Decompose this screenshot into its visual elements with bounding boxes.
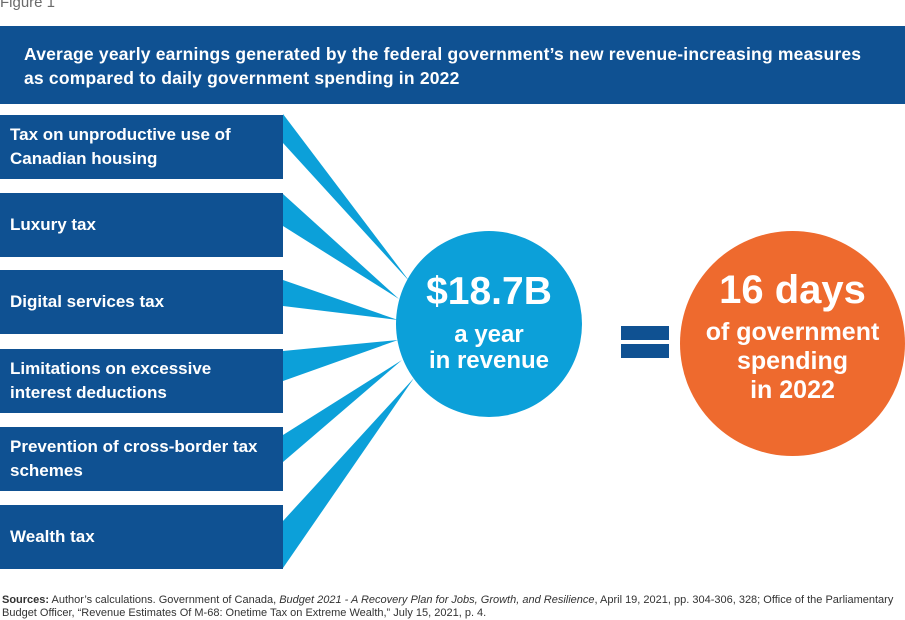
connector-ray-2 (283, 194, 399, 299)
measure-label: Prevention of cross-border tax schemes (10, 437, 258, 480)
revenue-line-2: in revenue (428, 347, 550, 374)
connector-ray-3 (283, 280, 398, 320)
sources-label: Sources: (2, 594, 50, 606)
measure-box: Digital services tax (0, 270, 283, 334)
spending-amount: 16 days (719, 268, 866, 312)
sources-text-1: Author’s calculations. Government of Can… (49, 594, 280, 606)
connector-ray-6 (283, 378, 414, 568)
revenue-amount: $18.7B (426, 270, 552, 313)
measure-label: Luxury tax (10, 215, 96, 234)
measure-box: Prevention of cross-border tax schemes (0, 427, 283, 491)
measure-label: Limitations on excessive interest deduct… (10, 359, 212, 402)
title-banner: Average yearly earnings generated by the… (0, 26, 905, 104)
spending-line-3: in 2022 (750, 376, 835, 404)
measure-box: Wealth tax (0, 505, 283, 569)
sources-note: Sources: Author’s calculations. Governme… (2, 594, 902, 620)
figure-label: Figure 1 (0, 0, 56, 11)
figure-title: Average yearly earnings generated by the… (24, 44, 862, 88)
equals-sign-top-bar (621, 326, 669, 340)
measure-label: Wealth tax (10, 527, 95, 546)
revenue-circle: $18.7B a year in revenue (396, 231, 582, 417)
spending-line-2: spending (736, 347, 849, 375)
connector-ray-5 (283, 360, 402, 462)
spending-circle: 16 days of government spending in 2022 (680, 231, 905, 456)
measure-label: Digital services tax (10, 292, 165, 311)
measure-box: Tax on unproductive use of Canadian hous… (0, 115, 283, 179)
connector-ray-1 (283, 114, 410, 282)
measure-box: Luxury tax (0, 193, 283, 257)
measure-label: Tax on unproductive use of Canadian hous… (10, 125, 231, 168)
measure-box: Limitations on excessive interest deduct… (0, 349, 283, 413)
equals-sign-bottom-bar (621, 344, 669, 358)
spending-line-1: of government (705, 318, 880, 346)
sources-title: Budget 2021 - A Recovery Plan for Jobs, … (279, 594, 595, 606)
revenue-line-1: a year (454, 321, 524, 348)
connector-ray-4 (283, 340, 398, 381)
